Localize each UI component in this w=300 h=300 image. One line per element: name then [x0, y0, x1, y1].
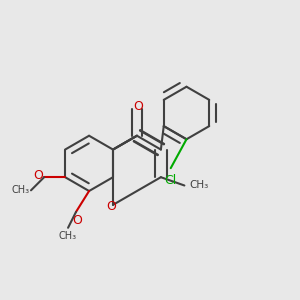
Text: CH₃: CH₃ [190, 181, 209, 190]
Text: O: O [33, 169, 43, 182]
Text: O: O [134, 100, 143, 113]
Text: CH₃: CH₃ [59, 231, 77, 241]
Text: Cl: Cl [165, 174, 177, 187]
Text: CH₃: CH₃ [11, 185, 29, 195]
Text: O: O [106, 200, 116, 213]
Text: O: O [73, 214, 82, 226]
